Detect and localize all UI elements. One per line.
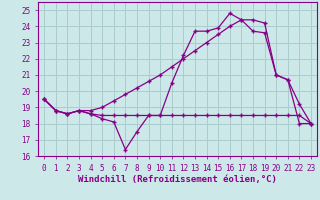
X-axis label: Windchill (Refroidissement éolien,°C): Windchill (Refroidissement éolien,°C) <box>78 175 277 184</box>
